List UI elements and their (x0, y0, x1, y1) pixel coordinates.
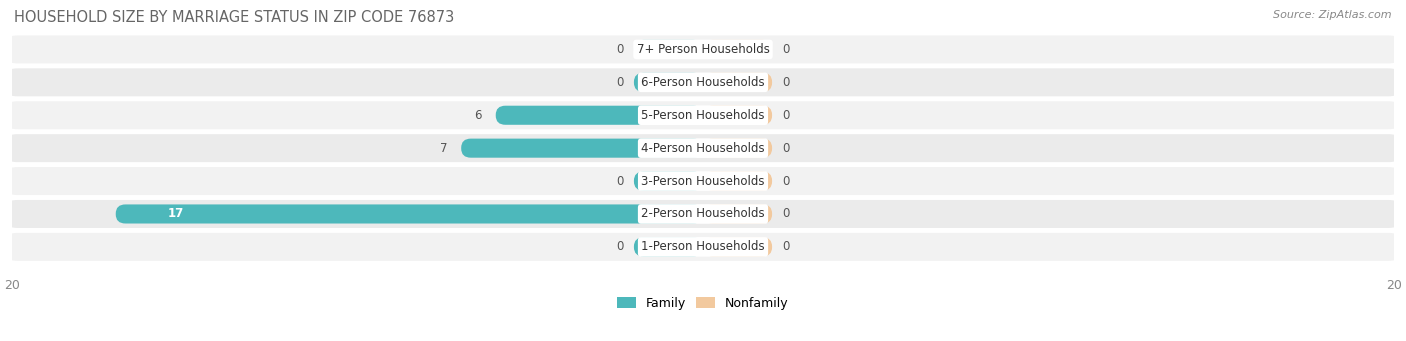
Text: 0: 0 (616, 175, 623, 188)
Text: Source: ZipAtlas.com: Source: ZipAtlas.com (1274, 10, 1392, 20)
Text: 0: 0 (783, 207, 790, 221)
Text: 0: 0 (783, 76, 790, 89)
Text: 0: 0 (783, 43, 790, 56)
FancyBboxPatch shape (1, 134, 1405, 162)
FancyBboxPatch shape (461, 138, 703, 158)
FancyBboxPatch shape (634, 73, 703, 92)
Text: 1-Person Households: 1-Person Households (641, 240, 765, 253)
FancyBboxPatch shape (1, 35, 1405, 63)
FancyBboxPatch shape (1, 101, 1405, 129)
FancyBboxPatch shape (115, 204, 703, 223)
FancyBboxPatch shape (703, 73, 772, 92)
Text: 0: 0 (616, 43, 623, 56)
FancyBboxPatch shape (703, 106, 772, 125)
Text: 2-Person Households: 2-Person Households (641, 207, 765, 221)
Legend: Family, Nonfamily: Family, Nonfamily (612, 292, 794, 315)
FancyBboxPatch shape (1, 200, 1405, 228)
Text: 0: 0 (783, 240, 790, 253)
FancyBboxPatch shape (1, 167, 1405, 195)
FancyBboxPatch shape (703, 138, 772, 158)
FancyBboxPatch shape (703, 40, 772, 59)
FancyBboxPatch shape (1, 233, 1405, 261)
FancyBboxPatch shape (634, 40, 703, 59)
Text: 6-Person Households: 6-Person Households (641, 76, 765, 89)
FancyBboxPatch shape (703, 237, 772, 256)
Text: 0: 0 (783, 109, 790, 122)
Text: 3-Person Households: 3-Person Households (641, 175, 765, 188)
Text: 0: 0 (783, 142, 790, 155)
FancyBboxPatch shape (703, 204, 772, 223)
Text: HOUSEHOLD SIZE BY MARRIAGE STATUS IN ZIP CODE 76873: HOUSEHOLD SIZE BY MARRIAGE STATUS IN ZIP… (14, 10, 454, 25)
Text: 17: 17 (167, 207, 184, 221)
Text: 5-Person Households: 5-Person Households (641, 109, 765, 122)
FancyBboxPatch shape (496, 106, 703, 125)
Text: 7+ Person Households: 7+ Person Households (637, 43, 769, 56)
FancyBboxPatch shape (634, 237, 703, 256)
FancyBboxPatch shape (1, 68, 1405, 96)
FancyBboxPatch shape (703, 172, 772, 191)
FancyBboxPatch shape (634, 172, 703, 191)
Text: 4-Person Households: 4-Person Households (641, 142, 765, 155)
Text: 6: 6 (474, 109, 482, 122)
Text: 0: 0 (616, 76, 623, 89)
Text: 0: 0 (616, 240, 623, 253)
Text: 7: 7 (440, 142, 447, 155)
Text: 0: 0 (783, 175, 790, 188)
